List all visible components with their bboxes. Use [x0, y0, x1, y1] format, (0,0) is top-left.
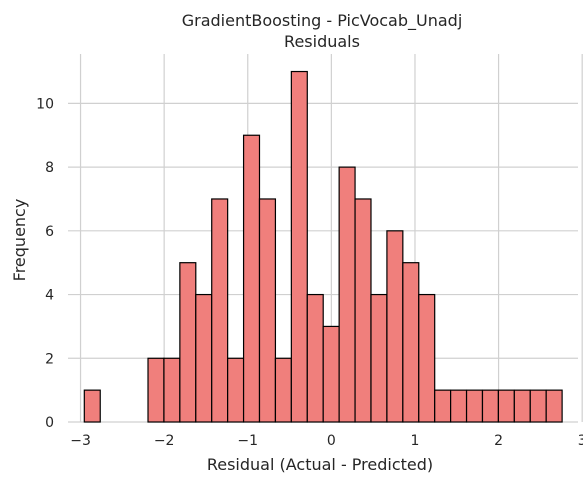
histogram-bar — [497, 389, 515, 423]
histogram-bar — [211, 198, 229, 423]
y-tick-label: 6 — [45, 224, 54, 240]
x-tick-label: 1 — [411, 433, 420, 449]
x-tick-label: −3 — [70, 433, 91, 449]
histogram-bar — [227, 357, 245, 423]
histogram-bar — [418, 293, 436, 423]
histogram-bar — [513, 389, 531, 423]
histogram-bar — [322, 325, 340, 423]
x-axis-label: Residual (Actual - Predicted) — [207, 455, 433, 474]
y-tick-label: 10 — [36, 96, 54, 112]
x-tick-label: 2 — [494, 433, 503, 449]
x-tick-label: −1 — [237, 433, 258, 449]
histogram-bar — [163, 357, 181, 423]
histogram-bars — [83, 70, 563, 423]
x-tick-label: −2 — [154, 433, 175, 449]
y-axis-label: Frequency — [10, 199, 29, 282]
y-tick-label: 4 — [45, 288, 54, 304]
histogram-bar — [306, 293, 324, 423]
histogram-bar — [529, 389, 547, 423]
y-tick-label: 8 — [45, 160, 54, 176]
x-tick-label: 3 — [578, 433, 583, 449]
histogram-bar — [386, 230, 404, 423]
histogram-bar — [370, 293, 388, 423]
histogram-bar — [545, 389, 563, 423]
histogram-bar — [179, 262, 197, 423]
y-tick-label: 2 — [45, 351, 54, 367]
histogram-bar — [242, 134, 261, 423]
histogram-bar — [195, 293, 213, 423]
histogram-bar — [338, 166, 356, 423]
y-tick-label: 0 — [45, 415, 54, 431]
chart-title-line2: Residuals — [284, 32, 360, 51]
histogram-bar — [434, 389, 452, 423]
histogram-bar — [147, 357, 165, 423]
x-tick-label: 0 — [327, 433, 336, 449]
histogram-bar — [465, 389, 484, 423]
histogram-bar — [450, 389, 468, 423]
histogram-bar — [402, 262, 420, 423]
x-tick-labels: −3 −2 −1 0 1 2 3 — [70, 433, 583, 449]
histogram-bar — [258, 198, 277, 423]
chart-title-line1: GradientBoosting - PicVocab_Unadj — [182, 11, 463, 31]
histogram-bar — [481, 389, 500, 423]
histogram-bar — [290, 70, 308, 423]
histogram-bar — [274, 357, 292, 423]
histogram-bar — [83, 389, 101, 423]
y-tick-labels: 0 2 4 6 8 10 — [36, 96, 54, 431]
histogram-bar — [354, 198, 372, 423]
